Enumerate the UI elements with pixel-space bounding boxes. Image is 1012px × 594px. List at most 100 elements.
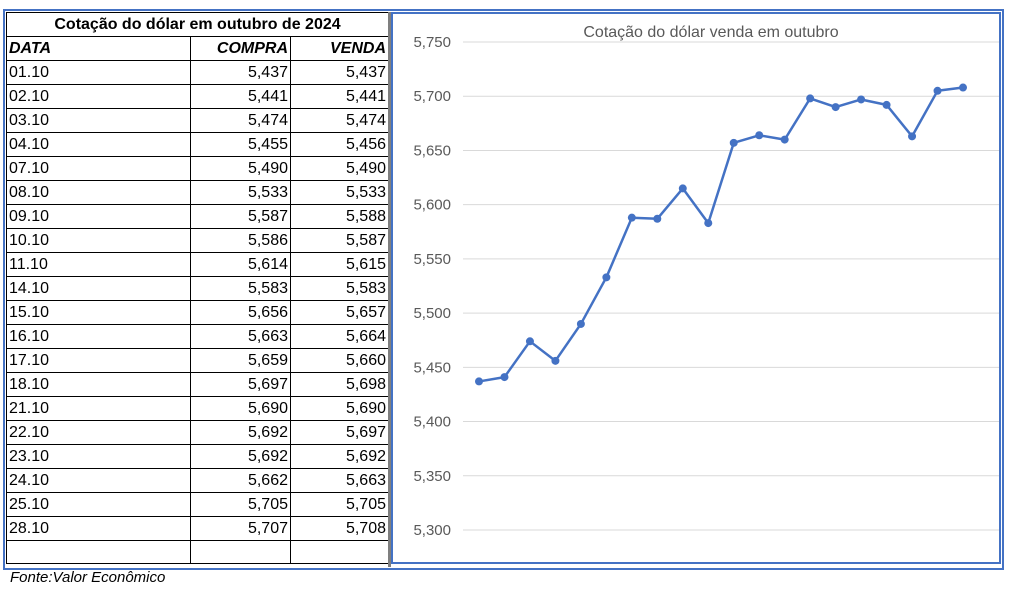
y-tick-label: 5,550 bbox=[413, 251, 451, 268]
cell-date: 16.10 bbox=[6, 324, 191, 349]
cell-venda bbox=[290, 540, 389, 564]
table-row: 17.10 5,659 5,660 bbox=[6, 348, 389, 373]
cell-date: 17.10 bbox=[6, 348, 191, 373]
quote-table: Cotação do dólar em outubro de 2024 DATA… bbox=[6, 12, 389, 564]
data-point bbox=[475, 377, 483, 386]
table-body: 01.10 5,437 5,437 02.10 5,441 5,441 03.10 5,474… bbox=[6, 60, 389, 564]
cell-compra: 5,583 bbox=[190, 276, 291, 301]
cell-date: 08.10 bbox=[6, 180, 191, 205]
table-title: Cotação do dólar em outubro de 2024 bbox=[6, 12, 389, 37]
cell-venda: 5,697 bbox=[290, 420, 389, 445]
cell-date: 02.10 bbox=[6, 84, 191, 109]
data-point bbox=[551, 356, 560, 365]
data-point bbox=[780, 135, 789, 144]
cell-date: 03.10 bbox=[6, 108, 191, 133]
cell-date: 01.10 bbox=[6, 60, 191, 85]
cell-venda: 5,657 bbox=[290, 300, 389, 325]
cell-date: 24.10 bbox=[6, 468, 191, 493]
source-note: Fonte:Valor Econômico bbox=[10, 569, 166, 586]
cell-date: 18.10 bbox=[6, 372, 191, 397]
cell-compra: 5,659 bbox=[190, 348, 291, 373]
table-row: 22.10 5,692 5,697 bbox=[6, 420, 389, 445]
cell-venda: 5,615 bbox=[290, 252, 389, 277]
y-tick-label: 5,750 bbox=[413, 34, 451, 51]
cell-compra: 5,697 bbox=[190, 372, 291, 397]
cell-date bbox=[6, 540, 191, 564]
cell-compra bbox=[190, 540, 291, 564]
table-row: 09.10 5,587 5,588 bbox=[6, 204, 389, 229]
column-header-data: DATA bbox=[6, 36, 191, 61]
cell-compra: 5,586 bbox=[190, 228, 291, 253]
cell-date: 14.10 bbox=[6, 276, 191, 301]
table-row: 16.10 5,663 5,664 bbox=[6, 324, 389, 349]
column-header-compra: COMPRA bbox=[190, 36, 291, 61]
table-row: 21.10 5,690 5,690 bbox=[6, 396, 389, 421]
cell-venda: 5,705 bbox=[290, 492, 389, 517]
data-point bbox=[729, 138, 738, 147]
cell-venda: 5,588 bbox=[290, 204, 389, 229]
y-tick-label: 5,500 bbox=[413, 305, 451, 322]
table-row: 23.10 5,692 5,692 bbox=[6, 444, 389, 469]
cell-venda: 5,437 bbox=[290, 60, 389, 85]
y-tick-label: 5,400 bbox=[413, 414, 451, 431]
cell-venda: 5,490 bbox=[290, 156, 389, 181]
cell-compra: 5,474 bbox=[190, 108, 291, 133]
cell-date: 28.10 bbox=[6, 516, 191, 541]
table-row: 04.10 5,455 5,456 bbox=[6, 132, 389, 157]
table-row: 25.10 5,705 5,705 bbox=[6, 492, 389, 517]
table-row: 14.10 5,583 5,583 bbox=[6, 276, 389, 301]
table-row bbox=[6, 540, 389, 564]
data-point bbox=[882, 100, 891, 109]
chart-title: Cotação do dólar venda em outubro bbox=[583, 24, 838, 41]
cell-venda: 5,533 bbox=[290, 180, 389, 205]
table-row: 03.10 5,474 5,474 bbox=[6, 108, 389, 133]
table-row: 28.10 5,707 5,708 bbox=[6, 516, 389, 541]
cell-compra: 5,587 bbox=[190, 204, 291, 229]
data-point bbox=[576, 319, 585, 328]
cell-date: 11.10 bbox=[6, 252, 191, 277]
cell-venda: 5,441 bbox=[290, 84, 389, 109]
cell-venda: 5,663 bbox=[290, 468, 389, 493]
y-tick-label: 5,450 bbox=[413, 359, 451, 376]
series-line bbox=[478, 86, 964, 383]
cell-compra: 5,692 bbox=[190, 420, 291, 445]
cell-compra: 5,490 bbox=[190, 156, 291, 181]
cell-compra: 5,690 bbox=[190, 396, 291, 421]
data-point bbox=[908, 132, 917, 141]
cell-venda: 5,583 bbox=[290, 276, 389, 301]
data-point bbox=[806, 94, 815, 103]
cell-compra: 5,455 bbox=[190, 132, 291, 157]
data-point bbox=[500, 373, 509, 382]
cell-compra: 5,441 bbox=[190, 84, 291, 109]
data-point bbox=[755, 131, 764, 140]
chart-container: Cotação do dólar venda em outubro 5,300 5,… bbox=[391, 12, 1001, 564]
cell-venda: 5,660 bbox=[290, 348, 389, 373]
table-divider bbox=[388, 12, 391, 567]
table-row: 01.10 5,437 5,437 bbox=[6, 60, 389, 85]
cell-date: 09.10 bbox=[6, 204, 191, 229]
data-point bbox=[653, 214, 662, 223]
cell-venda: 5,474 bbox=[290, 108, 389, 133]
table-row: 24.10 5,662 5,663 bbox=[6, 468, 389, 493]
data-point bbox=[602, 273, 611, 282]
cell-date: 07.10 bbox=[6, 156, 191, 181]
y-tick-label: 5,700 bbox=[413, 88, 451, 105]
quote-table-container: Cotação do dólar em outubro de 2024 DATA… bbox=[6, 12, 389, 567]
data-point bbox=[959, 83, 967, 92]
cell-date: 04.10 bbox=[6, 132, 191, 157]
cell-compra: 5,614 bbox=[190, 252, 291, 277]
cell-compra: 5,656 bbox=[190, 300, 291, 325]
cell-compra: 5,692 bbox=[190, 444, 291, 469]
data-point bbox=[857, 95, 866, 104]
cell-date: 22.10 bbox=[6, 420, 191, 445]
table-row: 18.10 5,697 5,698 bbox=[6, 372, 389, 397]
cell-date: 25.10 bbox=[6, 492, 191, 517]
data-point bbox=[704, 219, 713, 228]
cell-date: 23.10 bbox=[6, 444, 191, 469]
cell-compra: 5,707 bbox=[190, 516, 291, 541]
cell-compra: 5,533 bbox=[190, 180, 291, 205]
line-chart: Cotação do dólar venda em outubro 5,300 5,… bbox=[413, 24, 999, 539]
table-row: 08.10 5,533 5,533 bbox=[6, 180, 389, 205]
cell-compra: 5,663 bbox=[190, 324, 291, 349]
column-header-venda: VENDA bbox=[290, 36, 389, 61]
